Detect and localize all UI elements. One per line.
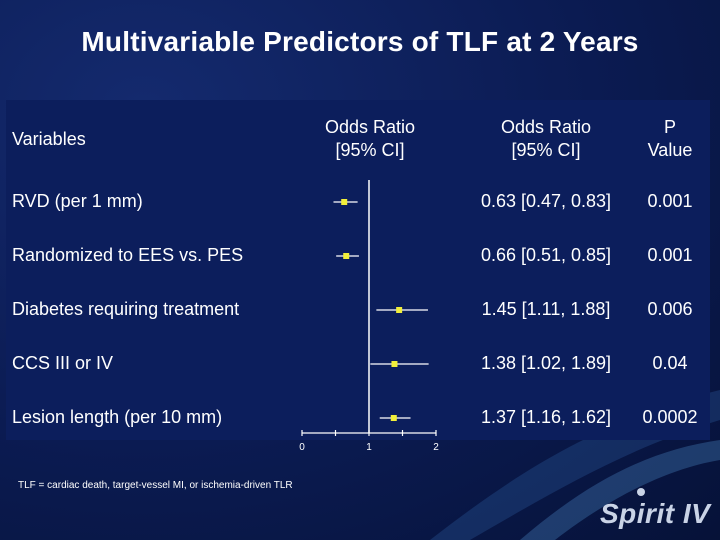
row-label-randomized: Randomized to EES vs. PES xyxy=(12,245,244,265)
row-p-randomized: 0.001 xyxy=(647,245,693,265)
header-p-line2: Value xyxy=(647,140,693,160)
row-label-diabetes: Diabetes requiring treatment xyxy=(12,299,240,319)
logo-dot xyxy=(637,488,645,496)
header-or-column: Odds Ratio [95% CI] xyxy=(470,116,622,162)
row-label-rvd: RVD (per 1 mm) xyxy=(12,191,143,211)
header-plot-line1: Odds Ratio xyxy=(324,117,416,137)
row-p-diabetes: 0.006 xyxy=(647,299,693,319)
estimate-marker-3 xyxy=(391,361,398,367)
row-label-ccs: CCS III or IV xyxy=(12,353,114,373)
header-variables: Variables xyxy=(12,129,86,149)
row-or-diabetes: 1.45 [1.11, 1.88] xyxy=(481,299,611,319)
row-or-rvd: 0.63 [0.47, 0.83] xyxy=(480,191,612,211)
header-plot-line2: [95% CI] xyxy=(335,140,405,160)
x-tick-label-0: 0 xyxy=(299,442,305,453)
row-p-lesion: 0.0002 xyxy=(642,407,698,427)
estimate-marker-4 xyxy=(390,415,397,421)
header-plot-column: Odds Ratio [95% CI] xyxy=(300,116,440,162)
estimate-marker-2 xyxy=(396,307,403,313)
header-p-column: P Value xyxy=(632,116,708,162)
header-or-line2: [95% CI] xyxy=(511,140,581,160)
table-panel xyxy=(6,100,710,440)
row-label-lesion: Lesion length (per 10 mm) xyxy=(12,407,223,427)
spirit-iv-logo: Spirit IV xyxy=(600,498,711,529)
slide-title: Multivariable Predictors of TLF at 2 Yea… xyxy=(81,26,639,57)
row-or-randomized: 0.66 [0.51, 0.85] xyxy=(480,245,612,265)
x-tick-label-1: 1 xyxy=(366,442,372,453)
row-p-rvd: 0.001 xyxy=(647,191,693,211)
header-p-line1: P xyxy=(663,117,676,137)
row-p-ccs: 0.04 xyxy=(652,353,688,373)
header-or-line1: Odds Ratio xyxy=(500,117,592,137)
x-tick-label-2: 2 xyxy=(433,442,439,453)
estimate-marker-0 xyxy=(341,199,348,205)
row-or-lesion: 1.37 [1.16, 1.62] xyxy=(480,407,612,427)
footnote: TLF = cardiac death, target-vessel MI, o… xyxy=(18,480,293,491)
estimate-marker-1 xyxy=(343,253,350,259)
row-or-ccs: 1.38 [1.02, 1.89] xyxy=(480,353,612,373)
